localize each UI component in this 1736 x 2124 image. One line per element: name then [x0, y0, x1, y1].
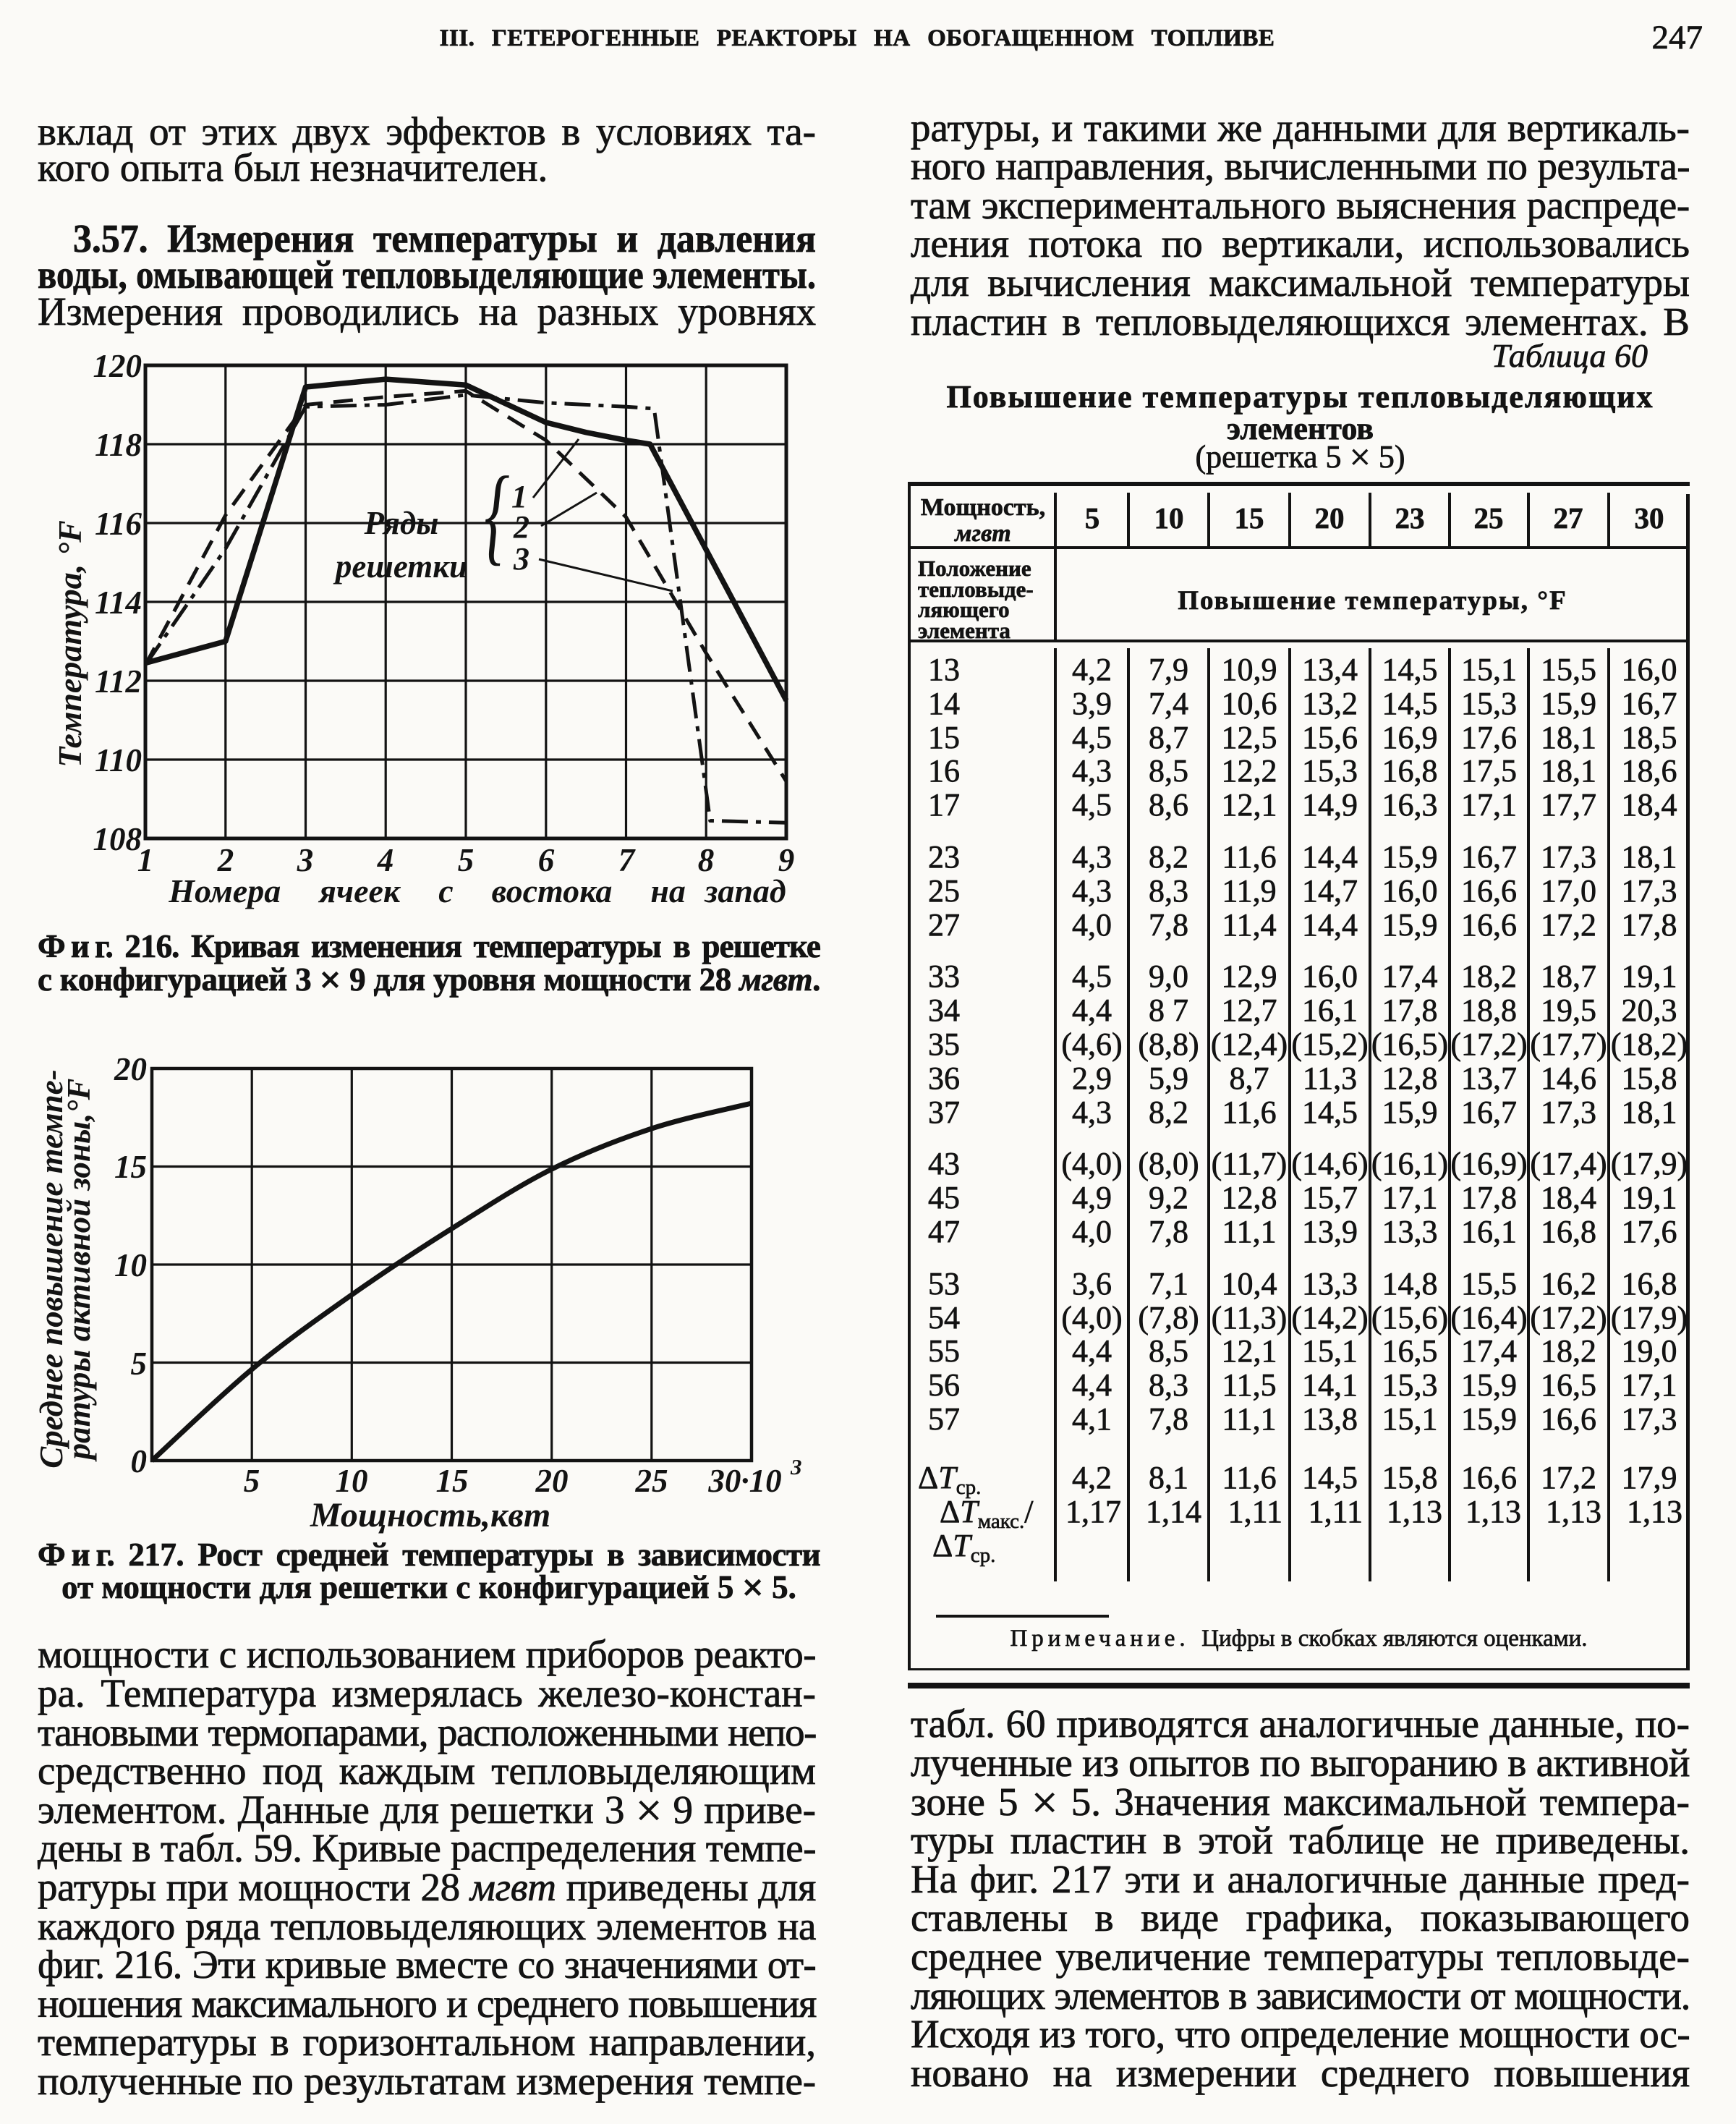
- svg-text:15: 15: [436, 1463, 469, 1499]
- svg-text:20: 20: [114, 1051, 147, 1087]
- svg-text:3: 3: [513, 541, 529, 577]
- svg-text:7: 7: [618, 842, 636, 878]
- svg-text:5: 5: [244, 1463, 260, 1499]
- svg-text:решетки: решетки: [333, 548, 467, 585]
- svg-text:120: 120: [93, 348, 142, 384]
- svg-text:116: 116: [95, 506, 142, 542]
- svg-text:ратуры активной зоны,°F: ратуры активной зоны,°F: [61, 1079, 97, 1463]
- svg-text:10: 10: [336, 1463, 368, 1499]
- svg-text:2: 2: [513, 509, 529, 545]
- svg-text:1: 1: [511, 479, 527, 514]
- svg-text:Ряды: Ряды: [363, 505, 438, 541]
- svg-text:25: 25: [635, 1463, 668, 1499]
- svg-text:10: 10: [114, 1247, 147, 1283]
- svg-text:Среднее повышение темпе-: Среднее повышение темпе-: [33, 1069, 69, 1469]
- svg-text:{: {: [484, 454, 509, 575]
- svg-text:110: 110: [95, 742, 142, 778]
- svg-text:5: 5: [458, 842, 475, 878]
- svg-text:2: 2: [217, 842, 234, 878]
- svg-text:6: 6: [538, 842, 555, 878]
- svg-text:8: 8: [698, 842, 715, 878]
- svg-text:9: 9: [778, 842, 795, 878]
- svg-text:20: 20: [535, 1463, 569, 1499]
- svg-text:Мощность,квт: Мощность,квт: [310, 1496, 550, 1534]
- svg-text:30·10: 30·10: [707, 1463, 781, 1499]
- svg-text:4: 4: [377, 842, 394, 878]
- svg-text:114: 114: [95, 585, 142, 621]
- svg-text:15: 15: [114, 1149, 147, 1185]
- svg-text:3: 3: [297, 842, 314, 878]
- svg-text:118: 118: [95, 427, 142, 463]
- svg-text:1: 1: [137, 842, 154, 878]
- svg-text:108: 108: [93, 821, 142, 857]
- svg-text:3: 3: [790, 1454, 802, 1479]
- svg-text:0: 0: [131, 1443, 148, 1479]
- svg-text:5: 5: [131, 1346, 148, 1382]
- svg-text:Номера ячеек с востока на: Номера ячеек с востока на запад: [168, 872, 786, 909]
- svg-text:Температура, °F: Температура, °F: [51, 520, 88, 768]
- svg-text:112: 112: [95, 663, 142, 700]
